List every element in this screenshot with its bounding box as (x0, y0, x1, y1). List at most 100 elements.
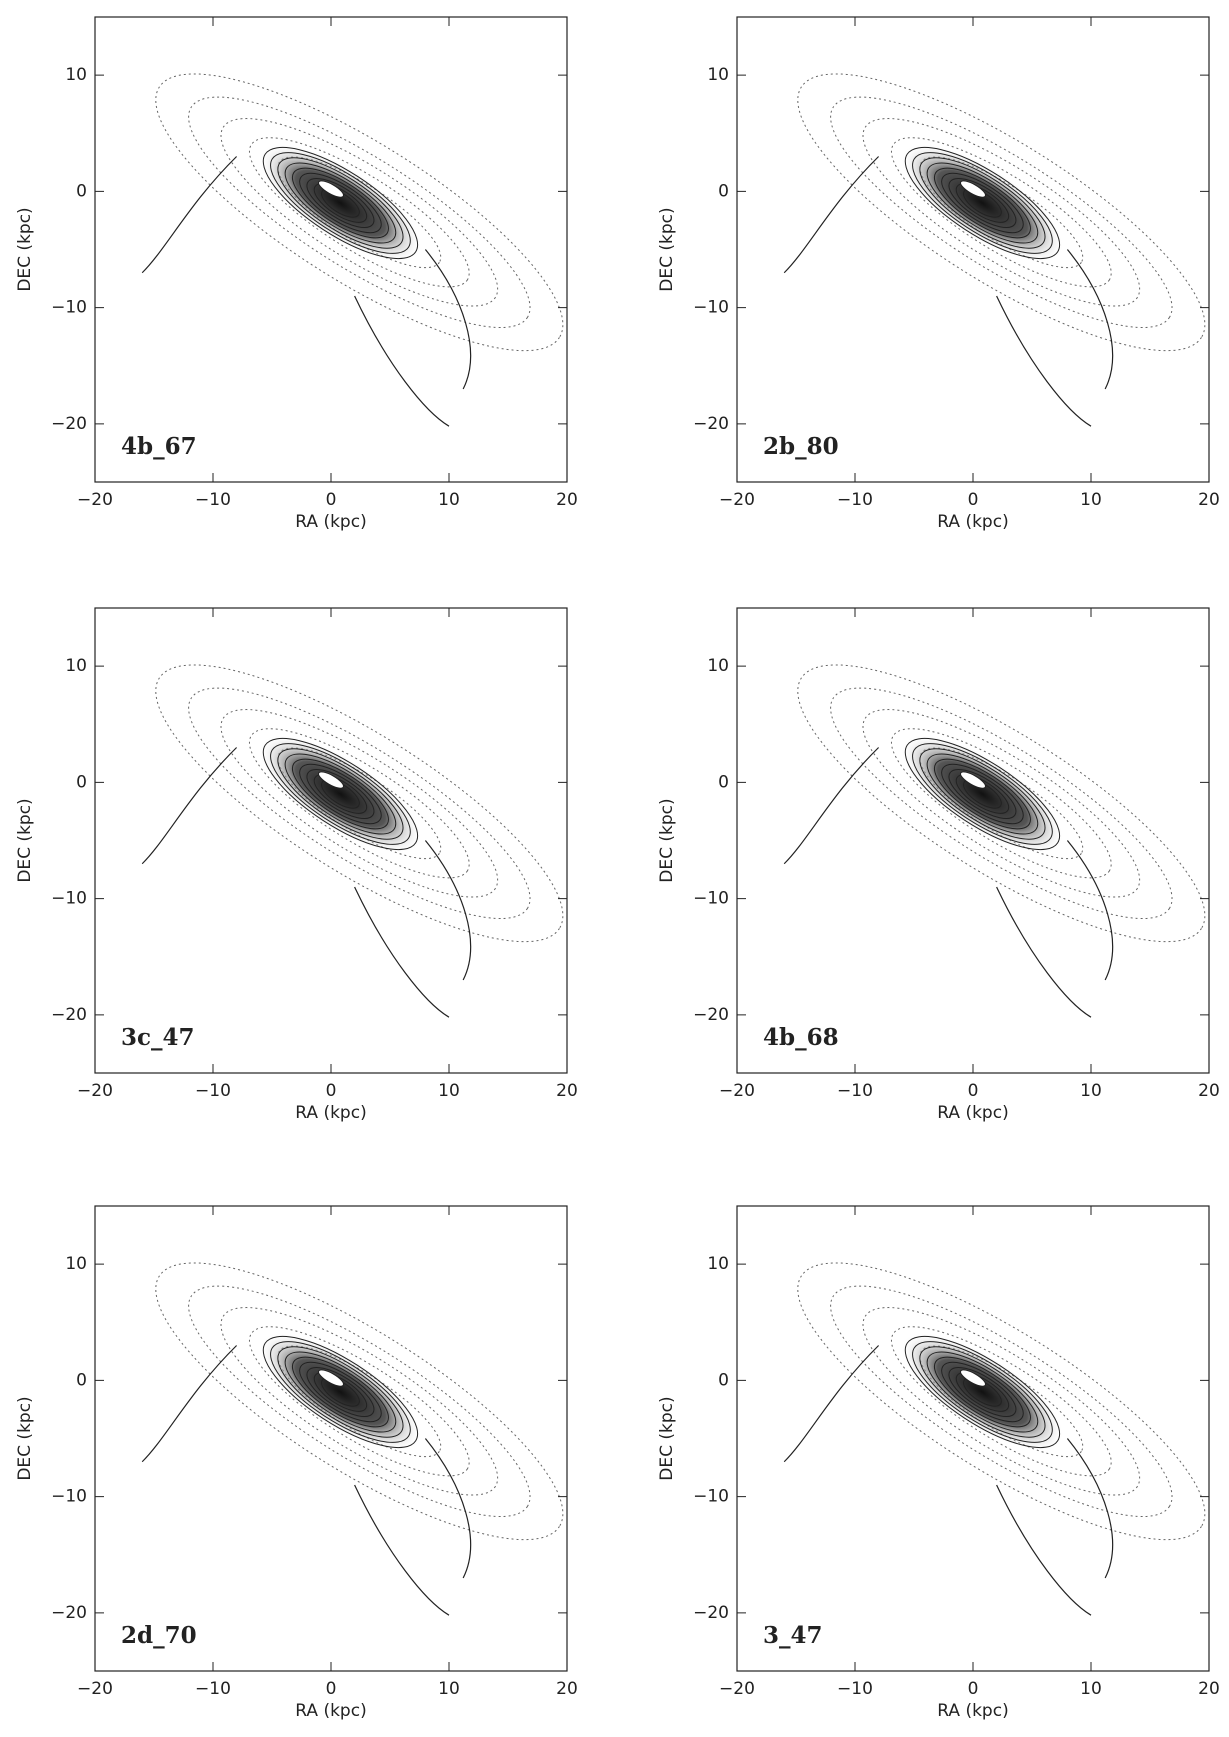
dotted-contour (220, 118, 499, 307)
x-tick-label: −10 (837, 490, 873, 510)
tail-contour (783, 1345, 1114, 1616)
y-tick-label: −10 (693, 1487, 729, 1507)
y-axis-label: DEC (kpc) (657, 798, 677, 882)
solid-contour (291, 758, 389, 830)
solid-contour (270, 152, 411, 254)
y-tick-label: 0 (718, 1370, 729, 1390)
solid-contour (926, 753, 1039, 835)
solid-contour (262, 146, 419, 260)
solid-contour (941, 763, 1024, 825)
y-axis-label: DEC (kpc) (657, 1396, 677, 1480)
solid-contour (306, 178, 375, 228)
x-tick-label: −10 (195, 490, 231, 510)
x-tick-label: −10 (195, 1679, 231, 1699)
panel-label: 2b_80 (763, 433, 839, 460)
dotted-contour (220, 1307, 499, 1496)
dotted-contour (797, 664, 1206, 943)
solid-contour (948, 178, 1017, 228)
y-tick-label: 10 (65, 1254, 87, 1274)
solid-contour (904, 1335, 1061, 1449)
x-axis-label: RA (kpc) (295, 512, 366, 532)
y-tick-label: 0 (718, 772, 729, 792)
y-tick-label: 0 (718, 181, 729, 201)
contour-map (141, 664, 564, 1018)
x-tick-label: 10 (438, 490, 460, 510)
solid-contour (262, 1335, 419, 1449)
solid-contour (321, 1377, 360, 1407)
y-axis-label: DEC (kpc) (15, 1396, 35, 1480)
panel-label: 2d_70 (121, 1622, 197, 1649)
x-tick-label: 10 (1080, 490, 1102, 510)
core (960, 771, 986, 789)
panel-label: 3_47 (763, 1622, 823, 1649)
x-tick-label: 20 (1198, 490, 1220, 510)
y-axis-label: DEC (kpc) (15, 798, 35, 882)
dotted-contour (248, 137, 470, 288)
dotted-contour (188, 96, 531, 329)
panel: −20 −10 0 10 20 −20 −10 0 10 RA (kpc) DEC (kpc) 3_4… (657, 1205, 1220, 1721)
x-tick-label: 0 (968, 490, 979, 510)
y-tick-label: −10 (51, 1487, 87, 1507)
dotted-contour (830, 1285, 1173, 1518)
solid-contour (904, 737, 1061, 851)
contour-map (783, 73, 1206, 427)
y-tick-label: −10 (693, 889, 729, 909)
solid-contour (277, 748, 404, 840)
dotted-contour (797, 73, 1206, 352)
solid-contour (277, 157, 404, 249)
panel: −20 −10 0 10 20 −20 −10 0 10 RA (kpc) DEC (kpc) 4b_… (15, 16, 578, 532)
x-tick-label: 20 (556, 490, 578, 510)
y-tick-label: −10 (693, 298, 729, 318)
plot-frame (736, 1205, 1210, 1672)
gas-density (901, 1332, 1064, 1452)
x-tick-label: 10 (1080, 1081, 1102, 1101)
solid-contour (321, 188, 360, 218)
solid-contour (912, 1341, 1053, 1443)
x-axis-label: RA (kpc) (295, 1103, 366, 1123)
x-tick-label: 0 (326, 490, 337, 510)
solid-contour (948, 769, 1017, 819)
x-axis-label: RA (kpc) (937, 1701, 1008, 1721)
y-axis-label: DEC (kpc) (15, 207, 35, 291)
x-tick-label: 20 (1198, 1679, 1220, 1699)
x-axis-label: RA (kpc) (295, 1701, 366, 1721)
solid-contour (919, 1346, 1046, 1438)
y-tick-label: −20 (693, 1005, 729, 1025)
tail-contour (783, 156, 1114, 427)
solid-contour (912, 152, 1053, 254)
panel: −20 −10 0 10 20 −20 −10 0 10 RA (kpc) DEC (kpc) 2b_… (657, 16, 1220, 532)
solid-contour (912, 743, 1053, 845)
solid-contour (313, 183, 368, 223)
panel-label: 4b_67 (121, 433, 197, 460)
x-axis-label: RA (kpc) (937, 1103, 1008, 1123)
dotted-contour (188, 687, 531, 920)
solid-contour (299, 1361, 382, 1423)
x-tick-label: −20 (77, 490, 113, 510)
dotted-contour (862, 709, 1141, 898)
x-tick-label: 0 (326, 1081, 337, 1101)
x-tick-label: −20 (719, 1081, 755, 1101)
solid-contour (277, 1346, 404, 1438)
y-tick-label: 10 (707, 656, 729, 676)
solid-contour (941, 1361, 1024, 1423)
solid-contour (313, 1372, 368, 1412)
x-tick-label: 0 (326, 1679, 337, 1699)
solid-contour (926, 162, 1039, 244)
dotted-contour (890, 137, 1112, 288)
contour-map (141, 73, 564, 427)
panel: −20 −10 0 10 20 −20 −10 0 10 RA (kpc) DEC (kpc) 3c_… (15, 607, 578, 1123)
dotted-contour (862, 118, 1141, 307)
core (318, 180, 344, 198)
gas-density (259, 143, 422, 263)
y-tick-label: 10 (65, 656, 87, 676)
y-tick-label: 0 (76, 1370, 87, 1390)
y-tick-label: 0 (76, 181, 87, 201)
x-tick-label: −10 (837, 1679, 873, 1699)
solid-contour (299, 763, 382, 825)
y-axis-label: DEC (kpc) (657, 207, 677, 291)
solid-contour (955, 774, 1010, 814)
y-tick-label: −20 (51, 1603, 87, 1623)
solid-contour (291, 167, 389, 239)
gas-density (259, 1332, 422, 1452)
dotted-contour (890, 728, 1112, 879)
